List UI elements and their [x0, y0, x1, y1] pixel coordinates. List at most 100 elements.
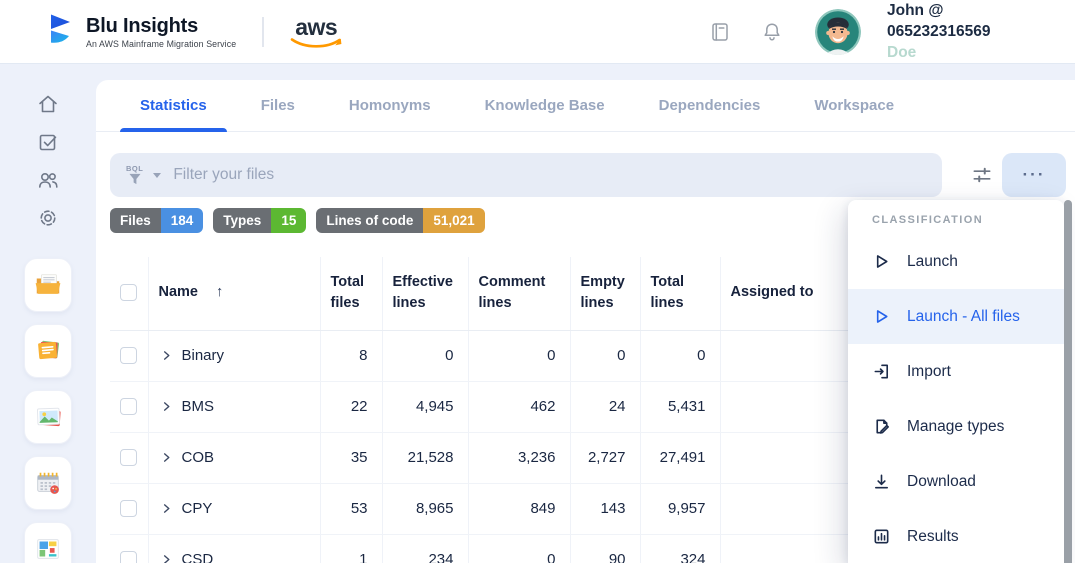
expand-row-cpy[interactable]: CPY — [161, 500, 308, 517]
dashboard-tile[interactable] — [24, 522, 72, 563]
chevron-right-icon — [163, 504, 169, 513]
scrollbar[interactable] — [1064, 200, 1072, 563]
blu-insights-logo-icon — [48, 14, 74, 49]
col-header-assigned-to[interactable]: Assigned to — [720, 257, 860, 331]
chevron-right-icon — [163, 351, 169, 360]
import-icon — [874, 364, 889, 379]
user-lastname: Doe — [887, 44, 917, 61]
image-icon — [37, 407, 61, 427]
col-header-empty-lines[interactable]: Empty lines — [570, 257, 641, 331]
col-header-comment-lines[interactable]: Comment lines — [468, 257, 571, 331]
settings-gear-icon[interactable] — [36, 206, 60, 230]
bql-filter-icon[interactable]: BQL — [126, 165, 143, 186]
brand-title: Blu Insights — [86, 14, 199, 37]
row-checkbox[interactable] — [120, 500, 138, 518]
types-count-badge: Types 15 — [213, 208, 307, 233]
tab-statistics[interactable]: Statistics — [120, 80, 227, 132]
aws-smile-icon — [290, 38, 342, 48]
display-settings-button[interactable] — [962, 153, 1002, 197]
expand-row-cob[interactable]: COB — [161, 449, 308, 466]
tab-bar: Statistics Files Homonyms Knowledge Base… — [96, 80, 1075, 132]
menu-section-label: CLASSIFICATION — [872, 214, 984, 226]
assigned-to-cell — [720, 330, 860, 382]
play-icon — [876, 310, 888, 323]
table-header-row: Name ↑ Total files Effective lines Commen… — [110, 257, 860, 331]
col-header-total-files[interactable]: Total files — [320, 257, 383, 331]
aws-logo: aws — [290, 14, 342, 50]
app-header: Blu Insights An AWS Mainframe Migration … — [0, 0, 1075, 64]
col-header-name[interactable]: Name ↑ — [148, 257, 321, 331]
col-header-total-lines[interactable]: Total lines — [640, 257, 721, 331]
menu-item-import[interactable]: Import — [848, 344, 1064, 399]
brand-subtitle: An AWS Mainframe Migration Service — [86, 38, 237, 49]
collage-icon — [37, 539, 59, 559]
more-dots: ··· — [1022, 165, 1046, 184]
assigned-to-cell — [720, 534, 860, 563]
menu-item-launch[interactable]: Launch — [848, 234, 1064, 289]
sliders-icon — [973, 167, 991, 183]
brand-separator — [262, 16, 265, 47]
summary-badges: Files 184 Types 15 Lines of code 51,021 — [110, 208, 485, 233]
row-checkbox[interactable] — [120, 551, 138, 563]
table-row: CPY 53 8,965 849 143 9,957 — [110, 483, 860, 535]
edit-page-icon — [876, 419, 889, 434]
more-actions-button[interactable]: ··· — [1002, 153, 1066, 197]
brand-logo-link[interactable]: Blu Insights An AWS Mainframe Migration … — [48, 13, 342, 50]
menu-item-manage-types[interactable]: Manage types — [848, 399, 1064, 454]
files-count-badge: Files 184 — [110, 208, 204, 233]
expand-row-binary[interactable]: Binary — [161, 347, 308, 364]
filter-input[interactable] — [173, 166, 926, 184]
funnel-icon — [129, 174, 141, 185]
notes-tile[interactable] — [24, 324, 72, 378]
tab-homonyms[interactable]: Homonyms — [348, 97, 431, 114]
table-row: COB 35 21,528 3,236 2,727 27,491 — [110, 432, 860, 484]
notifications-bell-icon[interactable] — [759, 19, 785, 45]
tab-workspace[interactable]: Workspace — [814, 97, 895, 114]
images-tile[interactable] — [24, 390, 72, 444]
classification-menu: CLASSIFICATION Launch Launch - All files… — [848, 200, 1064, 563]
tab-files[interactable]: Files — [260, 97, 295, 114]
folder-icon — [35, 274, 61, 294]
chevron-right-icon — [163, 453, 169, 462]
tab-knowledge-base[interactable]: Knowledge Base — [484, 97, 605, 114]
assigned-to-cell — [720, 483, 860, 535]
calendar-tile[interactable] — [24, 456, 72, 510]
expand-row-bms[interactable]: BMS — [161, 398, 308, 415]
bar-chart-icon — [874, 529, 889, 544]
filter-mode-caret-icon[interactable] — [153, 172, 162, 178]
documentation-icon[interactable] — [707, 19, 733, 45]
user-menu[interactable]: John @ 065232316569 Doe — [887, 0, 1005, 63]
bql-label: BQL — [126, 163, 144, 173]
sidebar — [0, 64, 96, 563]
filter-bar: BQL — [110, 153, 942, 197]
user-name-line1: John @ — [887, 2, 944, 19]
calendar-icon — [37, 472, 59, 494]
toolbar: BQL ··· — [110, 153, 1075, 197]
download-icon — [874, 474, 889, 489]
aws-logo-text: aws — [295, 14, 338, 40]
chevron-right-icon — [163, 402, 169, 411]
tab-dependencies[interactable]: Dependencies — [658, 97, 761, 114]
menu-item-launch-all-files[interactable]: Launch - All files — [848, 289, 1064, 344]
team-users-icon[interactable] — [36, 168, 60, 192]
project-files-tile[interactable] — [24, 258, 72, 312]
select-all-checkbox[interactable] — [120, 284, 138, 302]
home-icon[interactable] — [36, 92, 60, 116]
user-id: 065232316569 — [887, 23, 991, 40]
row-checkbox[interactable] — [120, 449, 138, 467]
menu-item-results[interactable]: Results — [848, 509, 1064, 563]
row-checkbox[interactable] — [120, 347, 138, 365]
lines-of-code-badge: Lines of code 51,021 — [316, 208, 485, 233]
col-header-effective-lines[interactable]: Effective lines — [382, 257, 469, 331]
tasks-check-square-icon[interactable] — [36, 130, 60, 154]
expand-row-csd[interactable]: CSD — [161, 551, 308, 563]
sort-asc-icon: ↑ — [216, 284, 224, 301]
menu-item-download[interactable]: Download — [848, 454, 1064, 509]
play-icon — [876, 255, 888, 268]
assigned-to-cell — [720, 432, 860, 484]
table-row: CSD 1 234 0 90 324 — [110, 534, 860, 563]
user-avatar[interactable] — [815, 8, 861, 55]
assigned-to-cell — [720, 381, 860, 433]
row-checkbox[interactable] — [120, 398, 138, 416]
